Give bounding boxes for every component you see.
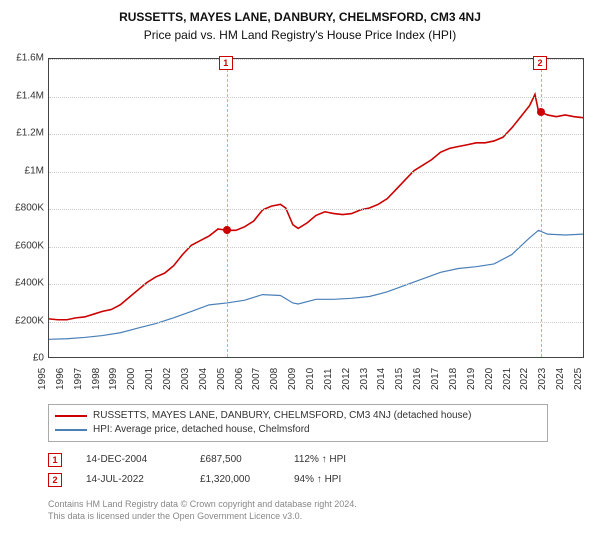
- legend-label: RUSSETTS, MAYES LANE, DANBURY, CHELMSFOR…: [93, 409, 471, 423]
- x-axis-label: 2010: [305, 368, 313, 390]
- series-line-subject: [49, 94, 583, 319]
- sale-vline: [541, 59, 542, 357]
- sale-marker-box: 2: [533, 56, 547, 70]
- x-axis-label: 2016: [412, 368, 420, 390]
- sale-price: £1,320,000: [200, 470, 270, 490]
- gridline: [49, 172, 583, 173]
- gridline: [49, 97, 583, 98]
- attribution-line: Contains HM Land Registry data © Crown c…: [48, 498, 570, 510]
- legend-item: RUSSETTS, MAYES LANE, DANBURY, CHELMSFOR…: [55, 409, 541, 423]
- y-axis-label: £600K: [0, 240, 44, 251]
- x-axis-label: 2000: [126, 368, 134, 390]
- x-axis-label: 2006: [233, 368, 241, 390]
- gridline: [49, 322, 583, 323]
- sale-marker-dot: [537, 108, 545, 116]
- y-axis-label: £1M: [0, 165, 44, 176]
- legend-swatch: [55, 429, 87, 431]
- x-axis-label: 2012: [341, 368, 349, 390]
- x-axis-label: 2019: [466, 368, 474, 390]
- x-axis-label: 2020: [484, 368, 492, 390]
- x-axis-label: 2023: [537, 368, 545, 390]
- y-axis-label: £1.4M: [0, 90, 44, 101]
- sale-marker-box: 1: [219, 56, 233, 70]
- x-axis-label: 1997: [73, 368, 81, 390]
- sales-table: 1 14-DEC-2004 £687,500 112% ↑ HPI 2 14-J…: [48, 450, 570, 490]
- legend-label: HPI: Average price, detached house, Chel…: [93, 423, 310, 437]
- sale-price: £687,500: [200, 450, 270, 470]
- chart-title: RUSSETTS, MAYES LANE, DANBURY, CHELMSFOR…: [0, 0, 600, 24]
- y-axis-label: £0: [0, 353, 44, 364]
- x-axis-label: 2022: [519, 368, 527, 390]
- x-axis-label: 2015: [394, 368, 402, 390]
- x-axis-label: 2004: [198, 368, 206, 390]
- plot: £0 £200K £400K £600K £800K £1M £1.2M £1.4M £1.6M…: [0, 48, 600, 398]
- attribution: Contains HM Land Registry data © Crown c…: [48, 498, 570, 522]
- y-axis-label: £400K: [0, 278, 44, 289]
- x-axis-label: 2018: [448, 368, 456, 390]
- y-axis-label: £1.2M: [0, 128, 44, 139]
- plot-area: [48, 58, 584, 358]
- gridline: [49, 284, 583, 285]
- x-axis-label: 1996: [55, 368, 63, 390]
- chart-footer-block: RUSSETTS, MAYES LANE, DANBURY, CHELMSFOR…: [0, 398, 600, 522]
- x-axis-label: 2003: [180, 368, 188, 390]
- x-axis-label: 2001: [144, 368, 152, 390]
- legend-swatch: [55, 415, 87, 417]
- sale-row: 1 14-DEC-2004 £687,500 112% ↑ HPI: [48, 450, 570, 470]
- legend-item: HPI: Average price, detached house, Chel…: [55, 423, 541, 437]
- x-axis-label: 2021: [501, 368, 509, 390]
- x-axis-label: 2009: [287, 368, 295, 390]
- sale-date: 14-DEC-2004: [86, 450, 176, 470]
- x-axis-label: 2013: [358, 368, 366, 390]
- y-axis-label: £800K: [0, 203, 44, 214]
- x-axis-label: 2014: [376, 368, 384, 390]
- sale-index-box: 2: [48, 473, 62, 487]
- x-axis-label: 2011: [323, 368, 331, 390]
- chart-container: RUSSETTS, MAYES LANE, DANBURY, CHELMSFOR…: [0, 0, 600, 522]
- gridline: [49, 134, 583, 135]
- x-axis-label: 2024: [555, 368, 563, 390]
- chart-subtitle: Price paid vs. HM Land Registry's House …: [0, 24, 600, 48]
- x-axis-label: 2017: [430, 368, 438, 390]
- sale-pct: 112% ↑ HPI: [294, 450, 384, 470]
- x-axis-label: 2007: [251, 368, 259, 390]
- sale-marker-dot: [223, 226, 231, 234]
- x-axis-label: 1999: [108, 368, 116, 390]
- legend: RUSSETTS, MAYES LANE, DANBURY, CHELMSFOR…: [48, 404, 548, 442]
- attribution-line: This data is licensed under the Open Gov…: [48, 510, 570, 522]
- x-axis-label: 2008: [269, 368, 277, 390]
- x-axis-label: 2025: [573, 368, 581, 390]
- x-axis-label: 2005: [216, 368, 224, 390]
- gridline: [49, 247, 583, 248]
- sale-pct: 94% ↑ HPI: [294, 470, 384, 490]
- x-axis-label: 1998: [90, 368, 98, 390]
- sale-date: 14-JUL-2022: [86, 470, 176, 490]
- gridline: [49, 59, 583, 60]
- sale-row: 2 14-JUL-2022 £1,320,000 94% ↑ HPI: [48, 470, 570, 490]
- sale-index-box: 1: [48, 453, 62, 467]
- gridline: [49, 209, 583, 210]
- x-axis-label: 2002: [162, 368, 170, 390]
- y-axis-label: £1.6M: [0, 53, 44, 64]
- sale-vline: [227, 59, 228, 357]
- y-axis-label: £200K: [0, 315, 44, 326]
- x-axis-label: 1995: [37, 368, 45, 390]
- line-svg: [49, 59, 583, 357]
